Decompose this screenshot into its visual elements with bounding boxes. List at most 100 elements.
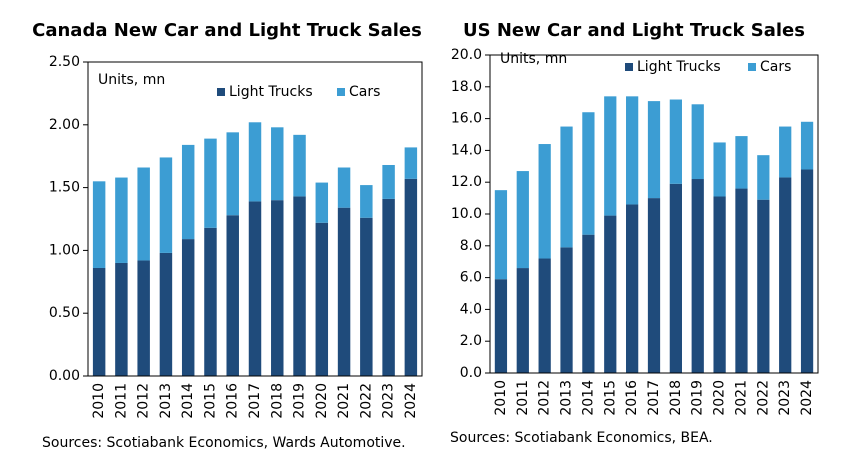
bar-segment (159, 252, 173, 376)
bar-segment (757, 155, 770, 200)
bar-segment (494, 190, 508, 280)
y-tick-label: 1.50 (49, 180, 80, 196)
x-tick-label: 2021 (336, 383, 352, 419)
plot-frame (87, 61, 423, 377)
y-tick-label: 4.0 (460, 301, 482, 317)
bar-segment (337, 167, 351, 208)
x-tick-label: 2021 (733, 380, 749, 416)
bar-segment (516, 268, 529, 373)
y-tick-label: 20.0 (451, 47, 482, 63)
bar-segment (382, 164, 395, 199)
source-note: Sources: Scotiabank Economics, Wards Aut… (42, 435, 406, 451)
x-tick-label: 2014 (180, 383, 196, 419)
bar-segment (735, 136, 748, 189)
bar-segment (271, 200, 284, 376)
bar-segment (248, 201, 262, 376)
bar-segment (691, 179, 704, 373)
y-axis-label: Units, mn (500, 51, 567, 67)
bar-segment (115, 177, 128, 263)
y-tick-label: 12.0 (451, 174, 482, 190)
bar-segment (779, 126, 792, 178)
bar-segment (560, 247, 573, 373)
x-tick-label: 2022 (755, 380, 771, 416)
bar-segment (647, 198, 661, 373)
bar-segment (713, 196, 726, 373)
bar-segment (604, 96, 617, 216)
bar-segment (669, 183, 682, 373)
y-tick-label: 8.0 (460, 238, 482, 254)
bar-segment (360, 185, 373, 218)
x-tick-label: 2023 (381, 383, 397, 419)
legend-label: Cars (760, 59, 791, 75)
bar-segment (204, 138, 217, 228)
bar-segment (315, 222, 329, 376)
bar-segment (137, 260, 150, 376)
x-tick-label: 2016 (225, 383, 241, 419)
bar-segment (800, 121, 814, 170)
x-tick-label: 2015 (602, 380, 618, 416)
x-tick-label: 2017 (247, 383, 263, 419)
bar-segment (713, 142, 726, 197)
x-tick-label: 2012 (136, 383, 152, 419)
bar-segment (404, 147, 418, 179)
bar-segment (115, 262, 128, 376)
x-tick-label: 2011 (113, 383, 129, 419)
bar-segment (226, 215, 239, 376)
x-tick-label: 2011 (515, 380, 531, 416)
bar-segment (137, 167, 150, 261)
bar-segment (404, 178, 418, 376)
x-tick-label: 2024 (799, 380, 815, 416)
y-tick-label: 16.0 (451, 111, 482, 127)
bar-segment (669, 99, 682, 184)
bar-segment (382, 198, 395, 376)
bar-segment (494, 279, 508, 373)
x-tick-label: 2015 (202, 383, 218, 419)
bar-segment (626, 96, 639, 205)
bar-segment (516, 171, 529, 269)
bar-segment (181, 144, 195, 240)
bar-segment (181, 239, 195, 376)
bar-segment (315, 182, 329, 223)
legend-label: Cars (349, 84, 380, 100)
bar-segment (735, 188, 748, 373)
y-tick-label: 10.0 (451, 206, 482, 222)
bar-segment (92, 267, 106, 376)
bar-segment (360, 217, 373, 376)
x-tick-label: 2019 (690, 380, 706, 416)
bar-segment (293, 196, 306, 376)
x-tick-label: 2012 (537, 380, 553, 416)
bar-segment (757, 199, 770, 373)
y-tick-label: 0.00 (49, 368, 80, 384)
y-tick-label: 2.0 (460, 333, 482, 349)
bar-segment (604, 215, 617, 373)
bar-segment (626, 204, 639, 373)
source-note: Sources: Scotiabank Economics, BEA. (450, 430, 713, 446)
x-tick-label: 2013 (158, 383, 174, 419)
legend-label: Light Trucks (229, 84, 313, 100)
bar-segment (800, 169, 814, 373)
bar-segment (647, 101, 661, 199)
x-tick-label: 2020 (314, 383, 330, 419)
x-tick-label: 2010 (91, 383, 107, 419)
y-tick-label: 1.00 (49, 242, 80, 258)
y-tick-label: 0.0 (460, 365, 482, 381)
legend-label: Light Trucks (637, 59, 721, 75)
bar-segment (293, 134, 306, 197)
bar-segment (538, 144, 551, 259)
x-tick-label: 2024 (403, 383, 419, 419)
bar-segment (582, 234, 595, 373)
bar-segment (779, 177, 792, 373)
x-tick-label: 2019 (292, 383, 308, 419)
x-tick-label: 2023 (777, 380, 793, 416)
y-tick-label: 6.0 (460, 270, 482, 286)
bar-segment (271, 127, 284, 201)
bar-segment (159, 157, 173, 253)
x-tick-label: 2020 (712, 380, 728, 416)
y-tick-label: 14.0 (451, 142, 482, 158)
bar-segment (582, 112, 595, 235)
bar-segment (691, 104, 704, 180)
bar-segment (538, 258, 551, 373)
x-tick-label: 2018 (668, 380, 684, 416)
legend-swatch (625, 63, 633, 71)
